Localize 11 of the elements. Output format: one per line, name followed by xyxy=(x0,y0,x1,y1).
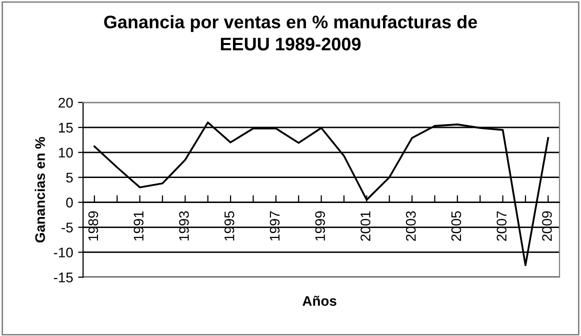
y-tick-label: 15 xyxy=(58,122,73,133)
y-axis-title: Ganancias en % xyxy=(34,136,45,243)
y-tick-label: 5 xyxy=(66,172,73,183)
y-tick-label: -10 xyxy=(54,248,73,258)
y-tick-label: 0 xyxy=(66,198,73,208)
y-tick-label: 20 xyxy=(58,98,73,108)
x-axis-title: Años xyxy=(302,296,336,306)
chart-title: Ganancia por ventas en % manufacturas de EEUU 1989-2009 xyxy=(104,15,478,50)
y-tick-label: -15 xyxy=(54,272,73,282)
y-tick-label: 10 xyxy=(58,148,73,158)
y-tick-label: -5 xyxy=(62,222,73,232)
